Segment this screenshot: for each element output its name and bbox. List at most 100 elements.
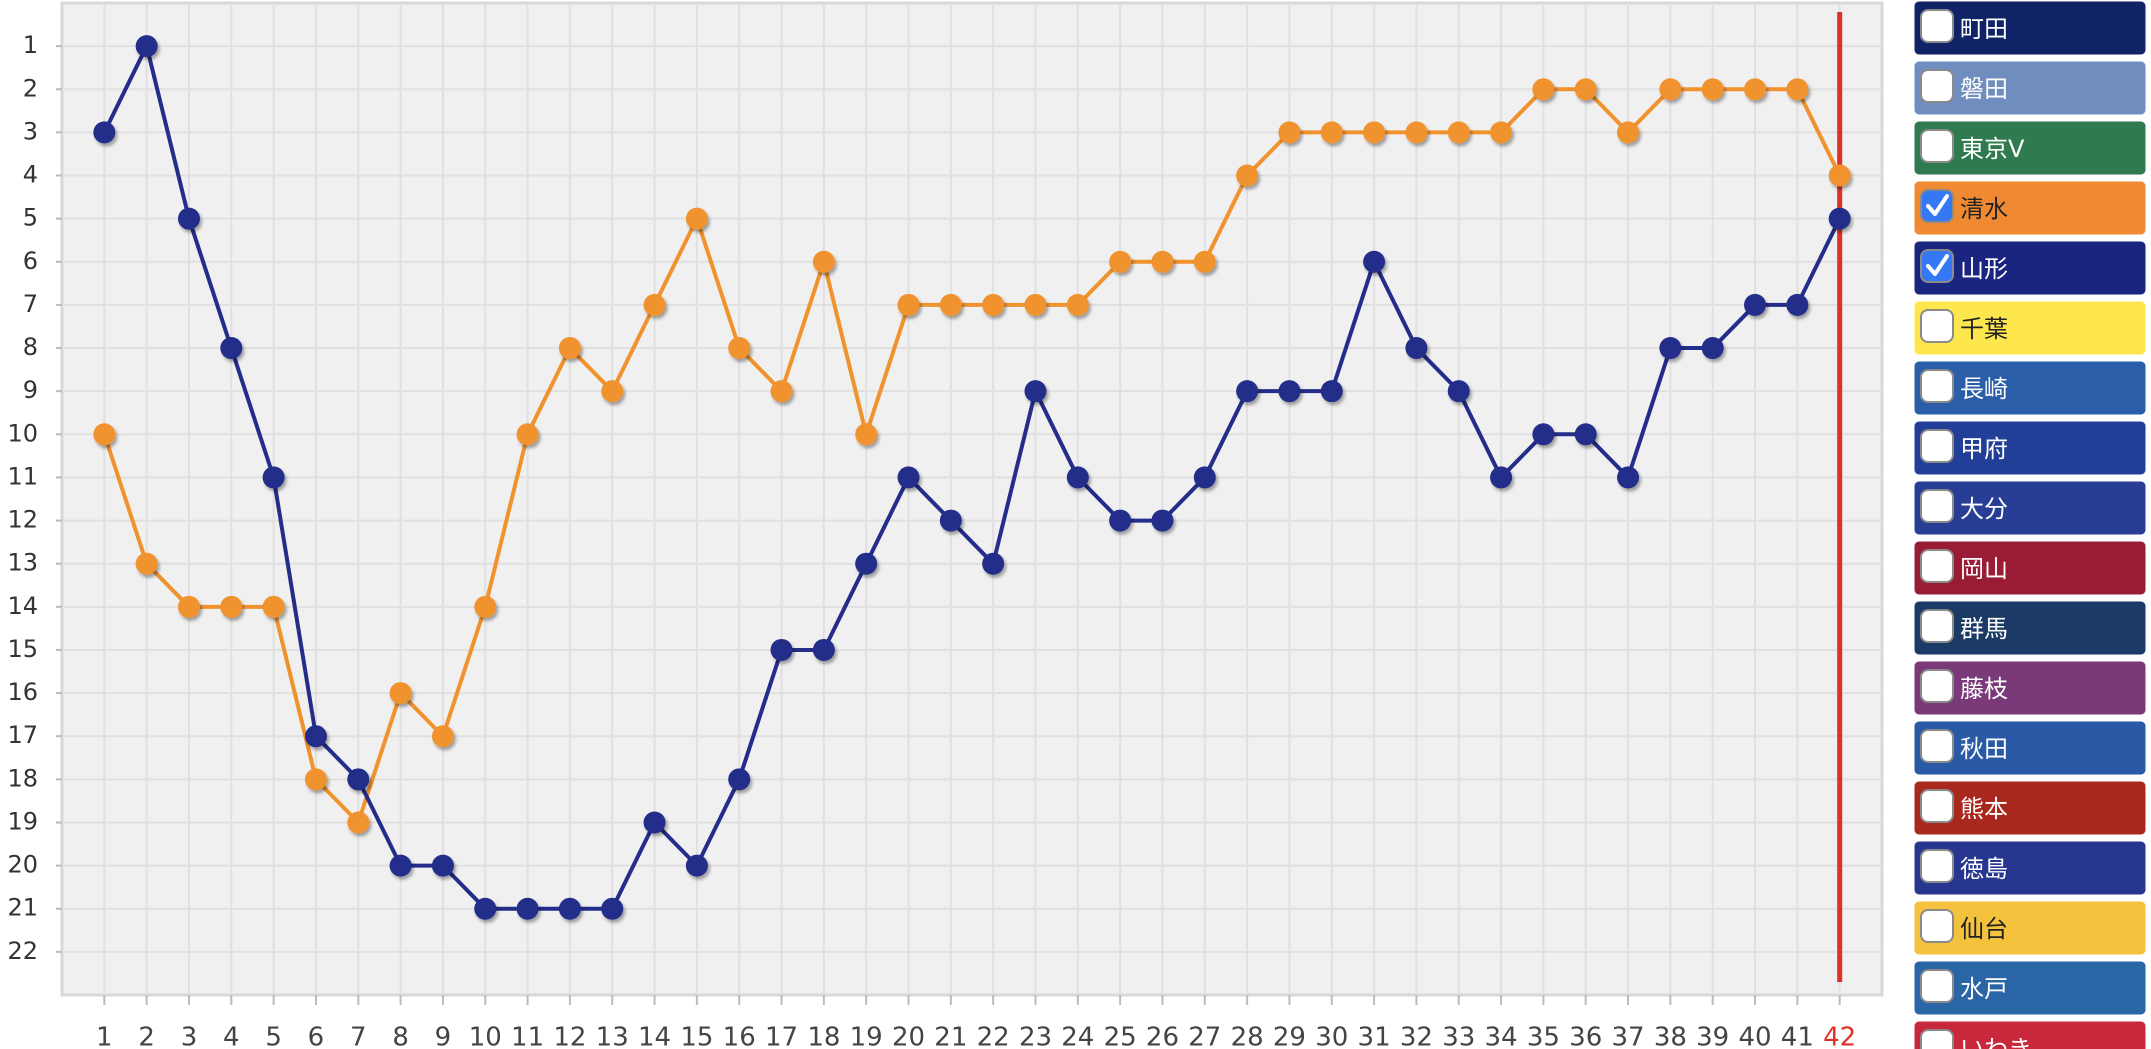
data-point — [304, 725, 327, 748]
team-toggle[interactable]: 清水 — [1913, 180, 2147, 236]
y-tick-label: 16 — [7, 678, 38, 706]
team-button[interactable] — [1913, 300, 2147, 356]
x-tick-label: 28 — [1231, 1023, 1264, 1049]
data-point — [347, 768, 370, 791]
team-name: 町田 — [1960, 15, 2008, 43]
data-point — [855, 552, 878, 575]
data-point — [770, 638, 793, 661]
data-point — [1024, 380, 1047, 403]
checkbox[interactable] — [1920, 909, 1954, 943]
x-tick-label: 14 — [638, 1023, 671, 1049]
x-tick-label: 37 — [1611, 1023, 1644, 1049]
x-tick-label: 38 — [1654, 1023, 1687, 1049]
team-toggle[interactable]: 仙台 — [1913, 900, 2147, 956]
team-toggle[interactable]: 大分 — [1913, 480, 2147, 536]
team-name: 藤枝 — [1960, 675, 2008, 703]
data-point — [1363, 250, 1386, 273]
team-button[interactable] — [1913, 900, 2147, 956]
y-tick-label: 3 — [23, 117, 38, 145]
team-name: 大分 — [1960, 495, 2008, 523]
y-tick-label: 7 — [23, 290, 38, 318]
x-tick-label: 17 — [765, 1023, 798, 1049]
checkbox[interactable] — [1920, 369, 1954, 403]
team-button[interactable] — [1913, 600, 2147, 656]
team-button[interactable] — [1913, 780, 2147, 836]
team-toggle[interactable]: 水戸 — [1913, 960, 2147, 1016]
team-button[interactable] — [1913, 720, 2147, 776]
x-tick-label: 36 — [1569, 1023, 1602, 1049]
team-name: 水戸 — [1960, 975, 2008, 1003]
team-button[interactable] — [1913, 660, 2147, 716]
checkbox[interactable] — [1920, 789, 1954, 823]
team-toggle[interactable]: 千葉 — [1913, 300, 2147, 356]
team-toggle[interactable]: 藤枝 — [1913, 660, 2147, 716]
data-point — [1236, 164, 1259, 187]
y-tick-label: 17 — [7, 721, 38, 749]
checkbox[interactable] — [1920, 969, 1954, 1003]
team-toggle[interactable]: 岡山 — [1913, 540, 2147, 596]
checkbox[interactable] — [1920, 609, 1954, 643]
team-toggle[interactable]: 町田 — [1913, 0, 2147, 56]
data-point — [982, 552, 1005, 575]
checkbox[interactable] — [1920, 429, 1954, 463]
data-point — [685, 207, 708, 230]
data-point — [389, 854, 412, 877]
team-button[interactable] — [1913, 60, 2147, 116]
y-tick-label: 4 — [23, 161, 38, 189]
team-toggle[interactable]: いわき — [1913, 1020, 2147, 1049]
team-button[interactable] — [1913, 540, 2147, 596]
data-point — [1320, 380, 1343, 403]
data-point — [1744, 78, 1767, 101]
team-name: 磐田 — [1960, 75, 2008, 103]
y-tick-label: 13 — [7, 549, 38, 577]
team-button[interactable] — [1913, 420, 2147, 476]
data-point — [135, 35, 158, 58]
team-button[interactable] — [1913, 240, 2147, 296]
checkbox[interactable] — [1920, 669, 1954, 703]
team-button[interactable] — [1913, 0, 2147, 56]
team-toggle[interactable]: 群馬 — [1913, 600, 2147, 656]
x-tick-label: 42 — [1823, 1023, 1856, 1049]
team-button[interactable] — [1913, 1020, 2147, 1049]
team-toggle[interactable]: 長崎 — [1913, 360, 2147, 416]
team-button[interactable] — [1913, 180, 2147, 236]
team-button[interactable] — [1913, 120, 2147, 176]
checkmark — [1926, 194, 1949, 216]
x-tick-label: 40 — [1738, 1023, 1771, 1049]
y-tick-label: 22 — [7, 937, 38, 965]
team-button[interactable] — [1913, 960, 2147, 1016]
checkbox[interactable] — [1920, 729, 1954, 763]
team-toggle[interactable]: 山形 — [1913, 240, 2147, 296]
y-tick-label: 1 — [23, 31, 38, 59]
data-point — [1236, 380, 1259, 403]
team-toggle[interactable]: 徳島 — [1913, 840, 2147, 896]
team-name: 徳島 — [1960, 855, 2008, 883]
data-point — [1024, 293, 1047, 316]
data-point — [1617, 466, 1640, 489]
data-point — [262, 595, 285, 618]
team-toggle[interactable]: 東京V — [1913, 120, 2147, 176]
y-tick-label: 14 — [7, 592, 38, 620]
team-button[interactable] — [1913, 840, 2147, 896]
data-point — [1532, 78, 1555, 101]
team-toggle[interactable]: 甲府 — [1913, 420, 2147, 476]
checkbox[interactable] — [1920, 489, 1954, 523]
x-tick-label: 34 — [1485, 1023, 1518, 1049]
team-button[interactable] — [1913, 360, 2147, 416]
team-toggle[interactable]: 秋田 — [1913, 720, 2147, 776]
x-tick-label: 41 — [1781, 1023, 1814, 1049]
team-button[interactable] — [1913, 480, 2147, 536]
team-toggle[interactable]: 熊本 — [1913, 780, 2147, 836]
team-toggle[interactable]: 磐田 — [1913, 60, 2147, 116]
checkbox[interactable] — [1920, 69, 1954, 103]
checkbox[interactable] — [1920, 1029, 1954, 1049]
data-point — [1193, 466, 1216, 489]
checkbox[interactable] — [1920, 9, 1954, 43]
checkbox[interactable] — [1920, 549, 1954, 583]
x-tick-label: 9 — [435, 1023, 452, 1049]
checkbox[interactable] — [1920, 129, 1954, 163]
data-point — [558, 337, 581, 360]
checkbox[interactable] — [1920, 849, 1954, 883]
y-tick-label: 9 — [23, 376, 38, 404]
checkbox[interactable] — [1920, 309, 1954, 343]
